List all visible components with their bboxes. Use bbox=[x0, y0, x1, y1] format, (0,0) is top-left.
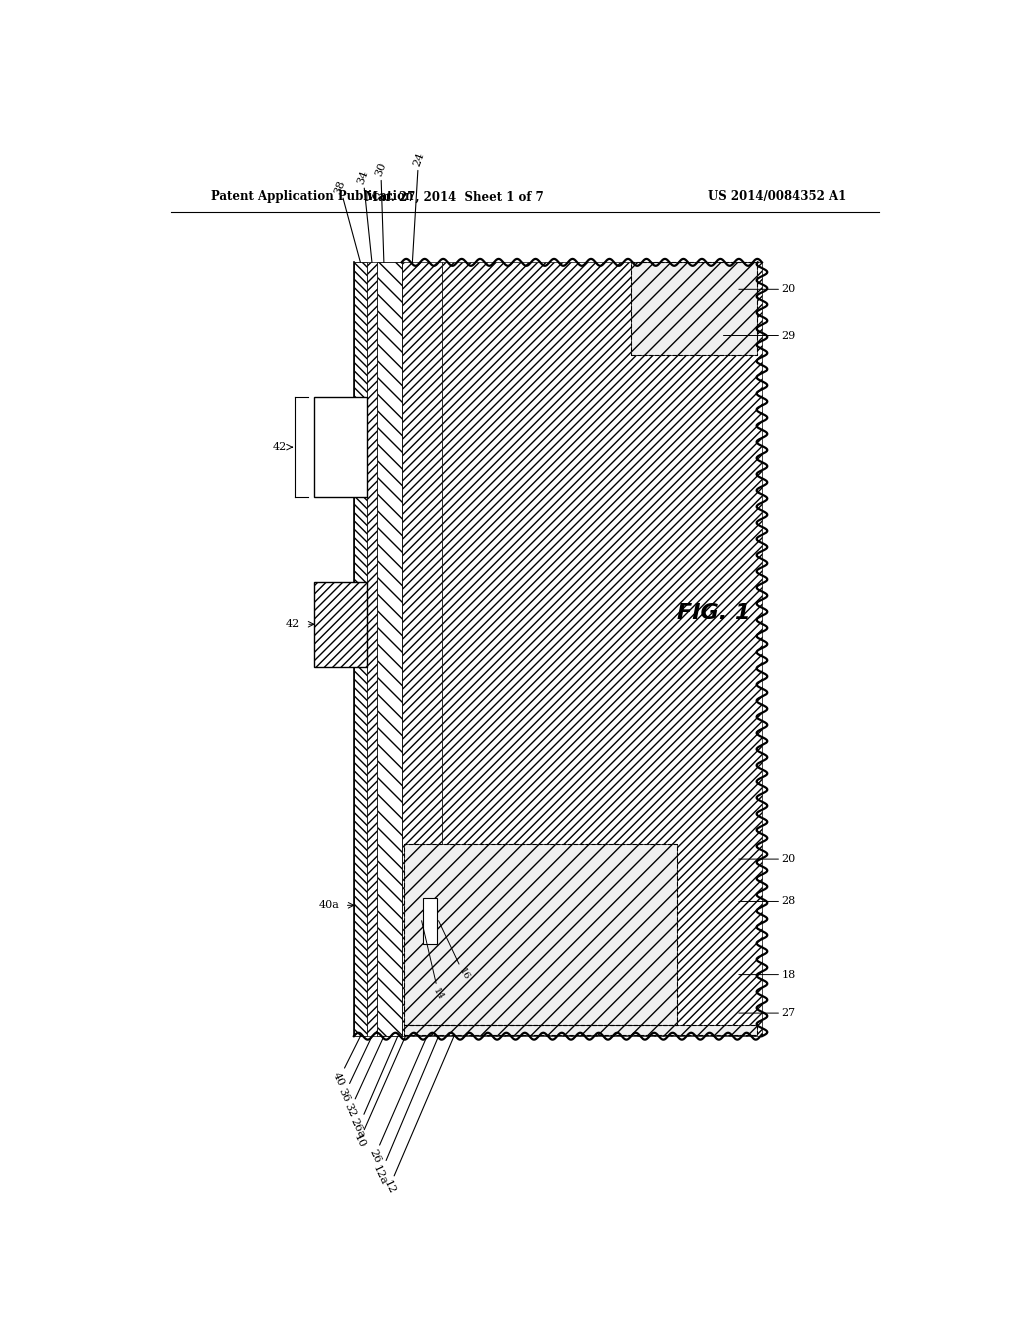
Text: 30: 30 bbox=[374, 161, 388, 263]
Text: 10: 10 bbox=[351, 1036, 406, 1150]
Text: 36: 36 bbox=[337, 1036, 372, 1104]
Text: 32: 32 bbox=[342, 1036, 384, 1119]
Text: 27: 27 bbox=[739, 1008, 796, 1018]
Text: 40a: 40a bbox=[319, 900, 340, 911]
Text: Mar. 27, 2014  Sheet 1 of 7: Mar. 27, 2014 Sheet 1 of 7 bbox=[365, 190, 544, 203]
Text: 28: 28 bbox=[739, 896, 796, 907]
Text: 12a: 12a bbox=[371, 1036, 438, 1187]
Text: 20: 20 bbox=[739, 284, 796, 294]
Bar bbox=[377, 263, 401, 1036]
Bar bbox=[313, 397, 367, 498]
Text: 16: 16 bbox=[438, 921, 471, 982]
Text: Patent Application Publication: Patent Application Publication bbox=[211, 190, 414, 203]
Text: 29: 29 bbox=[724, 330, 796, 341]
Bar bbox=[401, 263, 442, 1036]
Bar bbox=[367, 263, 377, 1036]
Text: 12: 12 bbox=[382, 1036, 454, 1196]
Text: 20: 20 bbox=[739, 854, 796, 865]
Text: 42: 42 bbox=[272, 442, 287, 453]
Text: 26a: 26a bbox=[349, 1036, 397, 1140]
Text: 14: 14 bbox=[422, 921, 445, 1002]
Bar bbox=[631, 263, 757, 355]
Text: 40: 40 bbox=[332, 1036, 360, 1088]
Text: 24: 24 bbox=[412, 150, 426, 263]
Bar bbox=[423, 898, 437, 944]
Bar bbox=[313, 582, 367, 667]
Bar bbox=[403, 1024, 757, 1035]
Bar bbox=[442, 263, 762, 1036]
Bar bbox=[403, 843, 677, 1024]
Text: FIG. 1: FIG. 1 bbox=[677, 603, 751, 623]
Text: 26: 26 bbox=[368, 1036, 427, 1166]
Text: 34: 34 bbox=[356, 169, 372, 263]
Text: 38: 38 bbox=[333, 178, 360, 263]
Text: US 2014/0084352 A1: US 2014/0084352 A1 bbox=[709, 190, 847, 203]
Text: 42: 42 bbox=[286, 619, 300, 630]
Bar bbox=[354, 263, 367, 1036]
Text: 18: 18 bbox=[739, 970, 796, 979]
